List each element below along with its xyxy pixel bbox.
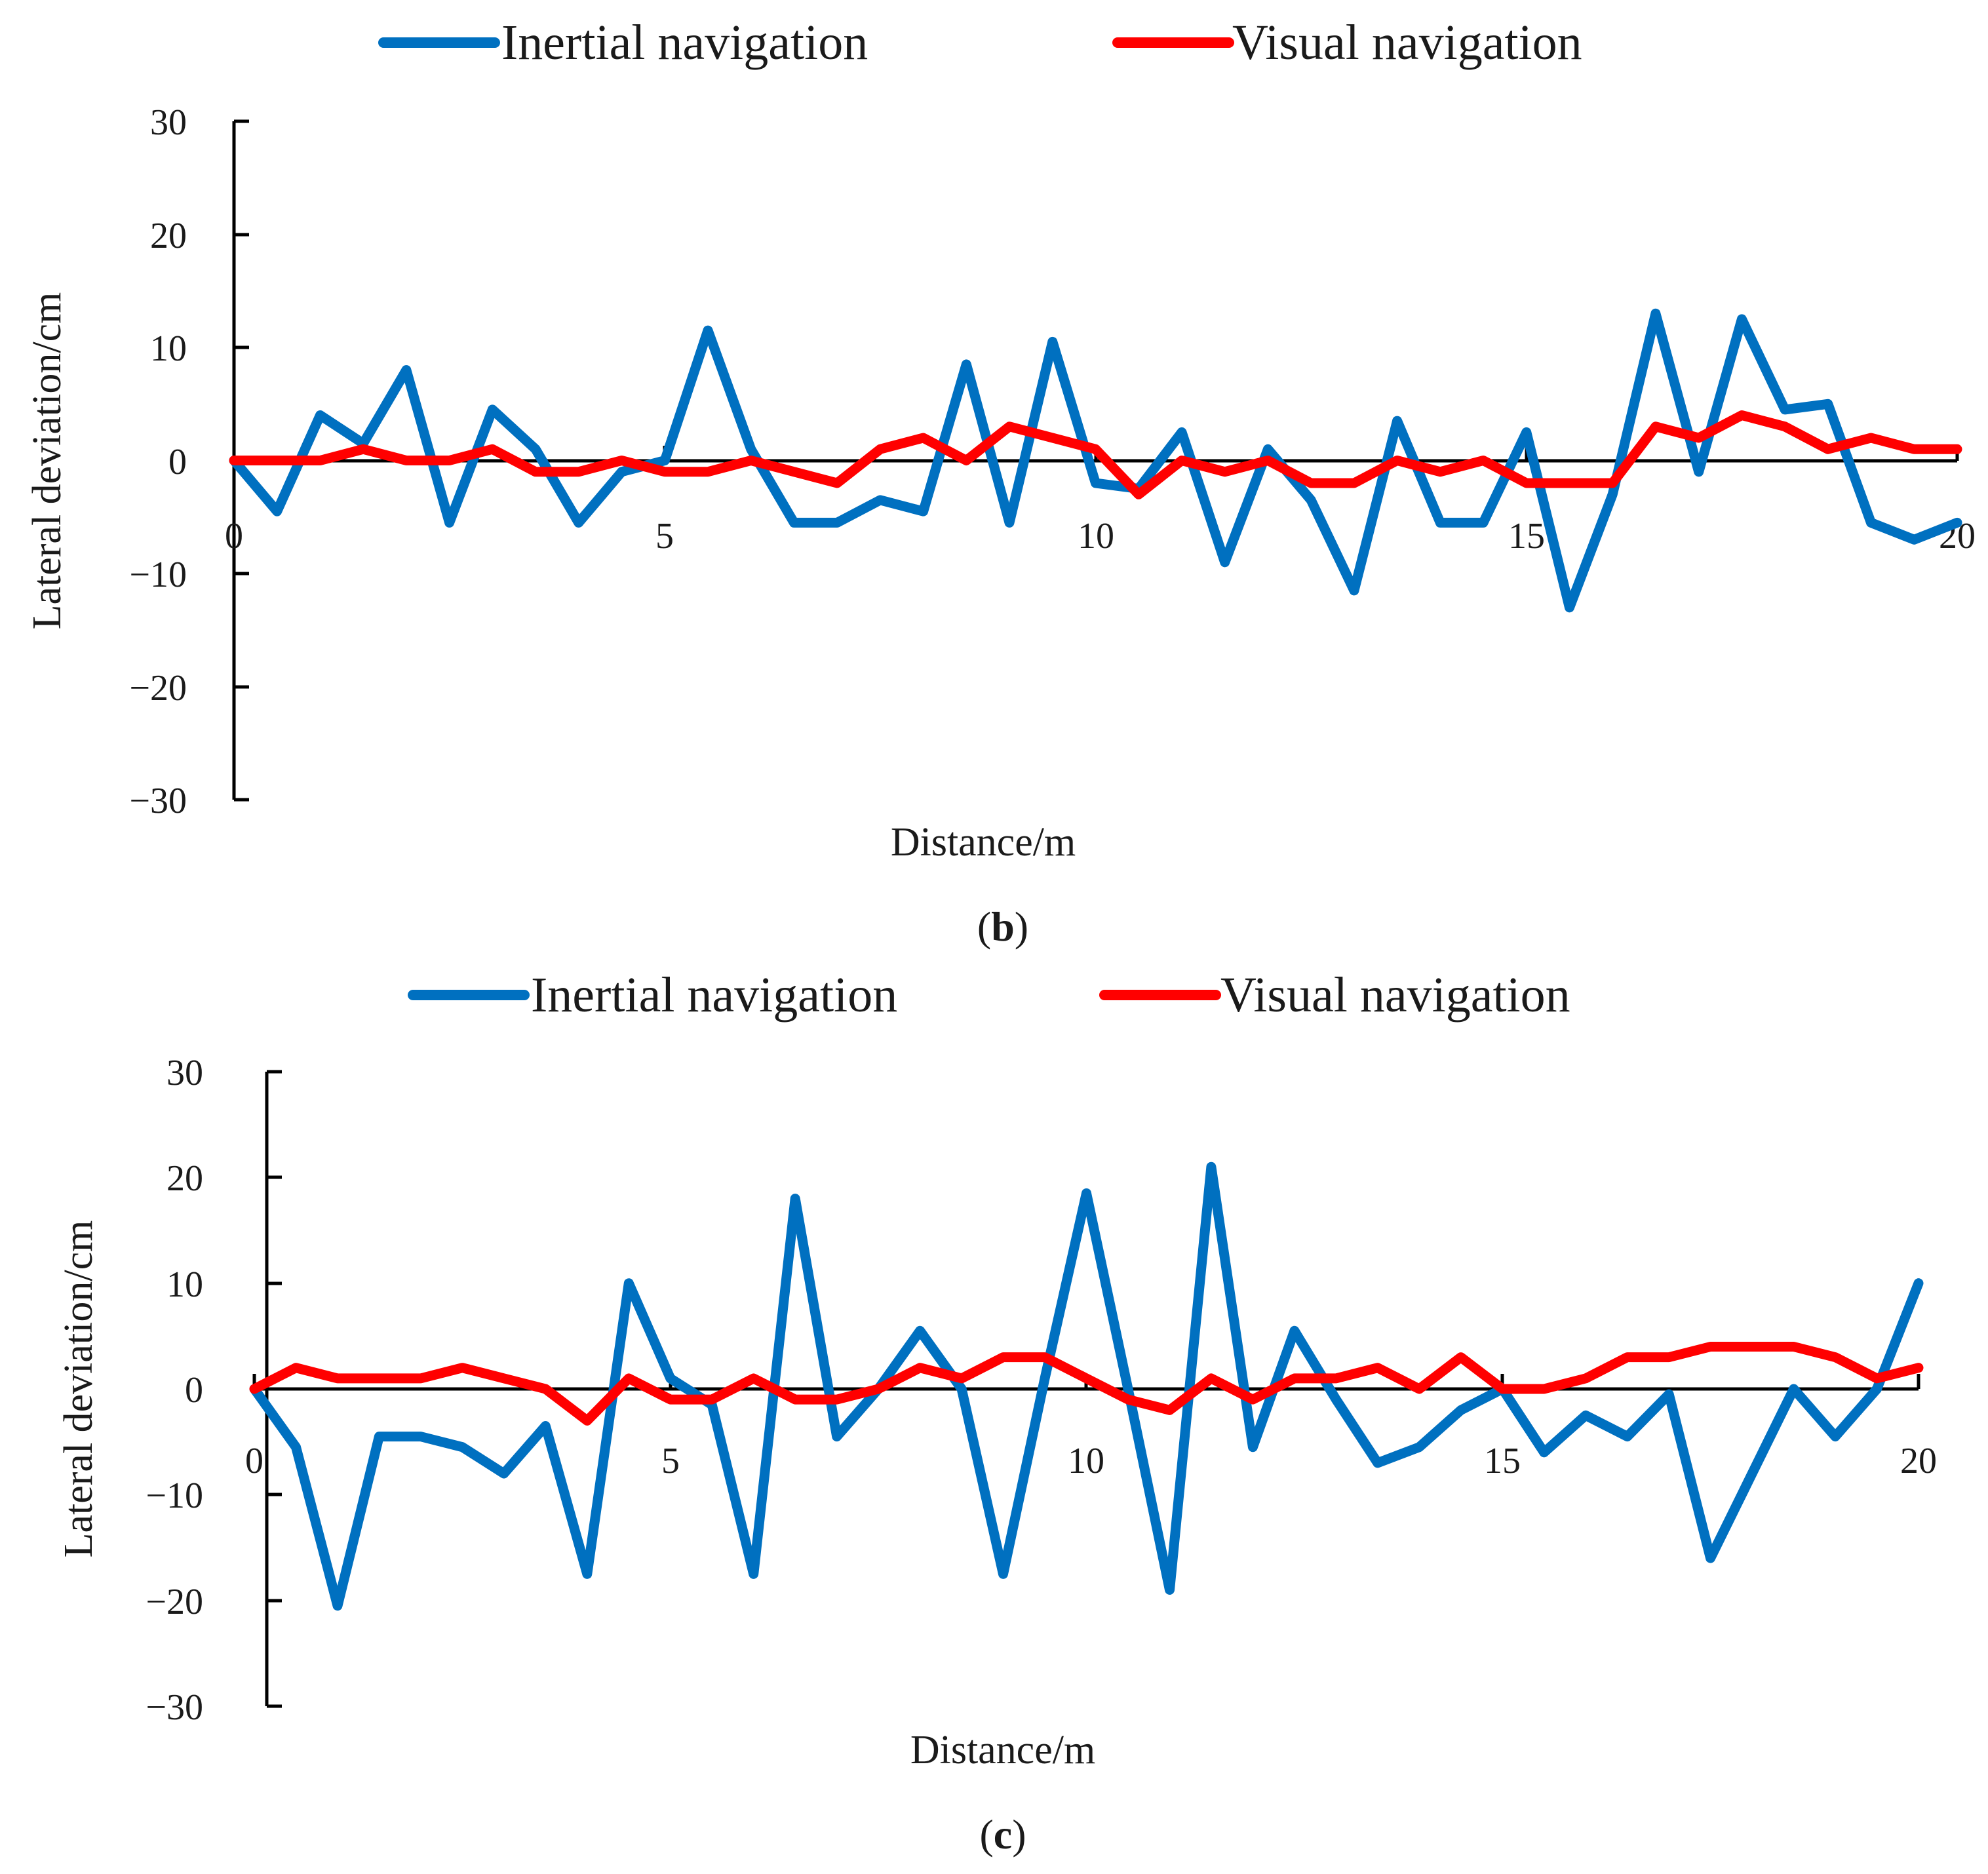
y-tick-label: 30 [150, 102, 187, 143]
legend-label-visual: Visual navigation [1232, 15, 1582, 70]
y-axis-title: Lateral deviation/cm [56, 1220, 101, 1558]
chart-panel-b: Inertial navigation Visual navigation 30… [25, 15, 1976, 950]
y-tick-label: −30 [146, 1687, 203, 1728]
y-tick-label: −20 [129, 668, 187, 709]
x-axis-title: Distance/m [910, 1728, 1095, 1772]
series-line-visual [249, 1342, 1924, 1426]
series-line-inertial [249, 1161, 1924, 1611]
x-tick-label: 15 [1508, 516, 1545, 556]
panel-caption-letter: c [994, 1811, 1012, 1858]
y-axis: 30 20 10 0 −10 −20 −30 Lateral deviation… [25, 102, 249, 821]
y-tick-label: 10 [166, 1264, 203, 1305]
x-tick-label: 0 [245, 1441, 263, 1481]
panel-caption: (b) [977, 903, 1028, 950]
series-line-visual [229, 410, 1962, 499]
y-tick-label: 10 [150, 328, 187, 369]
y-tick-label: −30 [129, 781, 187, 821]
y-axis-title: Lateral deviation/cm [25, 292, 69, 630]
y-tick-label: 30 [166, 1053, 203, 1093]
x-tick-label: 0 [225, 516, 243, 556]
y-tick-label: −20 [146, 1582, 203, 1622]
y-tick-label: 0 [185, 1370, 203, 1411]
legend-label-visual: Visual navigation [1220, 967, 1570, 1023]
x-tick-label: 15 [1484, 1441, 1521, 1481]
x-tick-label: 5 [661, 1441, 680, 1481]
plot-area [229, 308, 1962, 613]
plot-area [249, 1161, 1924, 1611]
legend-label-inertial: Inertial navigation [531, 967, 897, 1023]
x-tick-label: 10 [1068, 1441, 1104, 1481]
chart-panel-c: Inertial navigation Visual navigation 30… [56, 967, 1937, 1858]
legend: Inertial navigation Visual navigation [408, 967, 1570, 1023]
x-axis: 0 5 10 15 20 Distance/m [225, 446, 1976, 865]
y-tick-label: −10 [129, 555, 187, 595]
x-tick-label: 5 [655, 516, 674, 556]
y-tick-label: 20 [150, 216, 187, 256]
series-line-inertial [229, 308, 1962, 613]
x-axis-title: Distance/m [891, 820, 1076, 865]
y-tick-label: 20 [166, 1158, 203, 1199]
y-tick-label: −10 [146, 1475, 203, 1516]
x-tick-label: 10 [1078, 516, 1114, 556]
legend: Inertial navigation Visual navigation [378, 15, 1582, 70]
y-axis: 30 20 10 0 −10 −20 −30 Lateral deviation… [56, 1053, 282, 1728]
legend-label-inertial: Inertial navigation [501, 15, 868, 70]
panel-caption-letter: b [991, 903, 1015, 950]
panel-caption: (c) [979, 1811, 1026, 1858]
y-tick-label: 0 [168, 442, 187, 482]
x-tick-label: 20 [1900, 1441, 1937, 1481]
